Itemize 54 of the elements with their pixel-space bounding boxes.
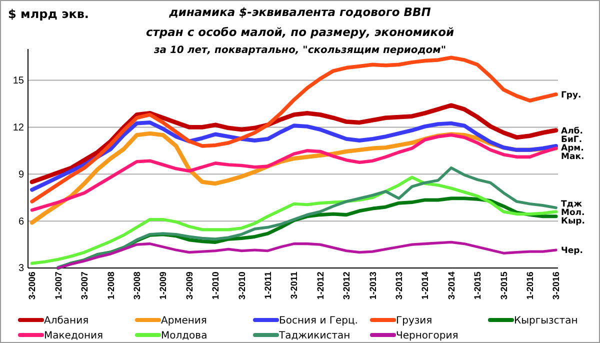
annotation: Мол. — [561, 208, 585, 218]
x-tick-label: 3-2006 — [27, 272, 38, 300]
annotation: БиГ. — [561, 135, 582, 146]
y-tick-label: 6 — [18, 216, 24, 228]
x-tick-label: 1-2007 — [53, 272, 64, 300]
chart-title: динамика $-эквивалента годового ВВП стран с особо малой, по размеру, экономикой — [146, 5, 454, 39]
x-tick-label: 3-2012 — [342, 272, 352, 300]
y-tick-label: 9 — [18, 169, 24, 180]
line-series — [30, 120, 558, 192]
line-series — [30, 103, 558, 184]
x-tick-label: 3-2008 — [132, 272, 142, 300]
legend-label: Черногория — [396, 330, 458, 342]
legend-label: Молдова — [161, 330, 208, 342]
x-tick-label: 3-2013 — [394, 272, 404, 300]
line-series — [30, 56, 558, 204]
x-tick-label: 1-2009 — [158, 272, 168, 300]
x-tick-label: 3-2007 — [80, 272, 90, 300]
x-tick-label: 3-2014 — [446, 272, 456, 300]
x-tick-label: 1-2011 — [262, 272, 273, 300]
legend-label: Босния и Герц. — [279, 316, 358, 326]
y-tick-label: 12 — [12, 122, 24, 134]
annotation: Мак. — [561, 152, 584, 162]
x-tick-label: 1-2008 — [106, 272, 116, 300]
x-tick-label: 1-2015 — [472, 272, 483, 300]
annotation: Кыр. — [561, 216, 585, 226]
annotation: Арм. — [561, 144, 584, 154]
line-series — [30, 133, 558, 212]
legend-label: Кыргызстан — [514, 316, 578, 326]
y-tick-label: 15 — [12, 75, 24, 86]
annotation: Тдж — [561, 199, 583, 210]
legend-label: Грузия — [396, 316, 432, 326]
line-series — [56, 240, 558, 270]
legend-label: Македония — [44, 330, 104, 342]
x-tick-label: 3-2009 — [184, 272, 194, 300]
x-tick-label: 1-2014 — [420, 272, 430, 300]
x-tick-label: 1-2012 — [315, 272, 326, 300]
annotation: Гру. — [561, 90, 582, 100]
line-series — [30, 176, 558, 265]
x-tick-label: 1-2010 — [210, 272, 221, 300]
annotation: Чер. — [561, 246, 583, 256]
legend-label: Албания — [44, 316, 89, 326]
y-axis-title: $ млрд экв. — [8, 7, 89, 21]
x-tick-label: 1-2016 — [524, 272, 535, 300]
line-series — [56, 166, 558, 269]
x-tick-label: 3-2015 — [498, 272, 509, 300]
x-tick-label: 3-2011 — [289, 272, 300, 300]
legend-label: Армения — [161, 316, 207, 326]
x-tick-label: 1-2013 — [368, 272, 378, 300]
y-tick-label: 3 — [18, 263, 24, 274]
x-tick-label: 3-2016 — [551, 272, 562, 300]
chart-subtitle: за 10 лет, поквартально, "скользящим периодом" — [152, 45, 446, 56]
annotation: Алб. — [561, 126, 583, 136]
legend-label: Таджикистан — [278, 330, 350, 342]
x-tick-label: 3-2010 — [236, 272, 247, 300]
